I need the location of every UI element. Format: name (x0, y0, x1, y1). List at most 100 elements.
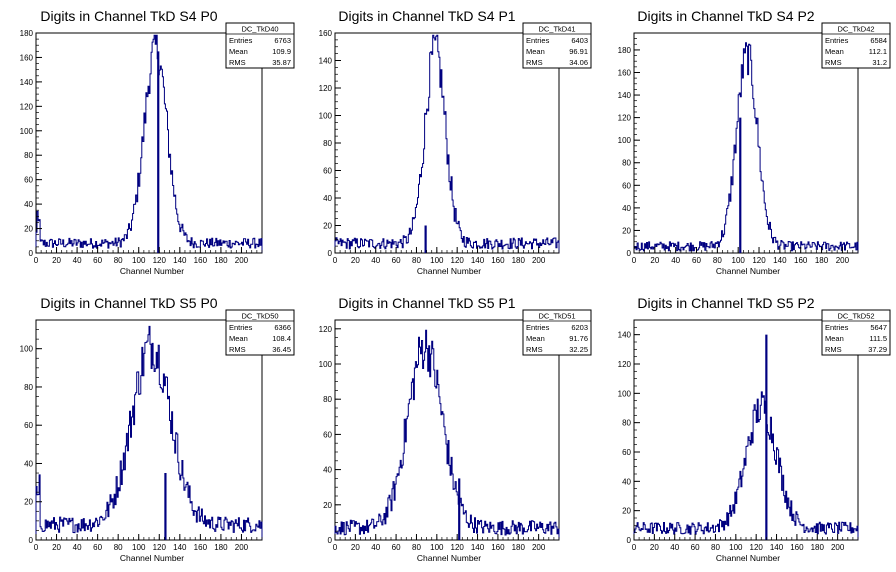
histogram-line (334, 34, 560, 253)
stats-label: Entries (825, 36, 849, 45)
histogram-line (633, 391, 859, 540)
panel-title: Digits in Channel TkD S5 P1 (338, 295, 515, 311)
stats-label: Mean (526, 334, 545, 343)
x-tick-label: 180 (214, 543, 228, 552)
x-tick-label: 180 (214, 256, 228, 265)
x-tick-label: 200 (836, 256, 850, 265)
y-tick-label: 140 (319, 57, 333, 66)
x-tick-label: 160 (794, 256, 808, 265)
stats-value: 5647 (870, 323, 887, 332)
y-tick-label: 20 (24, 498, 33, 507)
x-tick-label: 200 (235, 543, 249, 552)
x-axis-label: Channel Number (120, 266, 184, 276)
histogram-line (35, 34, 263, 253)
histogram-panel-5: Digits in Channel TkD S5 P2 0 20 40 60 80 100 1… (618, 295, 891, 563)
panel-title: Digits in Channel TkD S4 P2 (637, 8, 814, 24)
stats-label: Entries (526, 323, 550, 332)
x-tick-label: 140 (173, 256, 187, 265)
y-tick-label: 140 (20, 78, 34, 87)
x-axis-label: Channel Number (417, 553, 481, 563)
x-tick-label: 20 (650, 256, 659, 265)
x-tick-label: 80 (412, 256, 421, 265)
x-tick-label: 160 (194, 543, 208, 552)
x-tick-label: 120 (750, 543, 764, 552)
histogram-panel-1: Digits in Channel TkD S4 P1 0 20 40 60 80 100 1… (319, 8, 592, 276)
x-axis-label: Channel Number (120, 553, 184, 563)
x-tick-label: 200 (235, 256, 249, 265)
histogram-line (35, 325, 263, 540)
x-tick-label: 140 (471, 543, 485, 552)
x-tick-label: 40 (670, 543, 679, 552)
y-tick-label: 80 (622, 419, 631, 428)
x-tick-label: 60 (392, 256, 401, 265)
y-tick-label: 120 (618, 114, 632, 123)
y-tick-label: 20 (323, 222, 332, 231)
y-tick-label: 100 (319, 112, 333, 121)
stats-value: 111.5 (869, 334, 887, 343)
stats-label: Mean (825, 334, 844, 343)
stats-box (821, 22, 891, 69)
x-tick-label: 60 (692, 256, 701, 265)
stats-box (522, 309, 592, 356)
panel-title: Digits in Channel TkD S5 P2 (637, 295, 814, 311)
x-tick-label: 140 (770, 543, 784, 552)
stats-value: 109.9 (272, 47, 291, 56)
x-tick-label: 40 (73, 543, 82, 552)
x-tick-label: 20 (52, 256, 61, 265)
stats-value: 6763 (274, 36, 291, 45)
stats-label: Mean (825, 47, 844, 56)
x-tick-label: 160 (194, 256, 208, 265)
stats-box (821, 309, 891, 356)
x-tick-label: 120 (153, 543, 167, 552)
x-tick-label: 120 (153, 256, 167, 265)
y-tick-label: 100 (618, 389, 632, 398)
y-tick-label: 140 (618, 91, 632, 100)
stats-value: 37.29 (868, 345, 887, 354)
stats-name: DC_TkD52 (837, 312, 874, 321)
y-tick-label: 100 (20, 345, 34, 354)
x-tick-label: 60 (93, 543, 102, 552)
y-tick-label: 160 (618, 68, 632, 77)
x-tick-label: 140 (773, 256, 787, 265)
x-tick-label: 60 (392, 543, 401, 552)
y-tick-label: 100 (319, 360, 333, 369)
x-tick-label: 180 (815, 256, 829, 265)
panel-title: Digits in Channel TkD S5 P0 (40, 295, 217, 311)
y-tick-label: 100 (20, 127, 34, 136)
stats-box (522, 22, 592, 69)
histogram-line (633, 42, 859, 253)
x-tick-label: 200 (532, 256, 546, 265)
x-tick-label: 140 (471, 256, 485, 265)
x-tick-label: 100 (430, 256, 444, 265)
x-tick-label: 0 (34, 256, 39, 265)
x-tick-label: 60 (691, 543, 700, 552)
stats-name: DC_TkD42 (837, 25, 874, 34)
x-tick-label: 200 (831, 543, 845, 552)
y-tick-label: 60 (24, 421, 33, 430)
stats-value: 6366 (274, 323, 291, 332)
stats-label: RMS (229, 345, 246, 354)
histogram-panel-4: Digits in Channel TkD S5 P1 0 20 40 60 80 100 1… (319, 295, 592, 563)
x-tick-label: 100 (430, 543, 444, 552)
x-tick-label: 140 (173, 543, 187, 552)
y-tick-label: 0 (627, 536, 632, 545)
y-tick-label: 120 (319, 84, 333, 93)
stats-label: Entries (526, 36, 550, 45)
x-tick-label: 100 (729, 543, 743, 552)
stats-box (225, 22, 295, 69)
x-axis-label: Channel Number (716, 266, 780, 276)
stats-label: Entries (229, 36, 253, 45)
x-tick-label: 40 (371, 543, 380, 552)
stats-value: 96.91 (569, 47, 588, 56)
y-tick-label: 180 (20, 29, 34, 38)
x-tick-label: 200 (532, 543, 546, 552)
x-tick-label: 160 (790, 543, 804, 552)
y-tick-label: 40 (622, 477, 631, 486)
y-tick-label: 20 (24, 225, 33, 234)
stats-label: Mean (526, 47, 545, 56)
x-tick-label: 80 (713, 256, 722, 265)
y-tick-label: 40 (323, 194, 332, 203)
x-tick-label: 0 (333, 543, 338, 552)
y-tick-label: 80 (622, 159, 631, 168)
